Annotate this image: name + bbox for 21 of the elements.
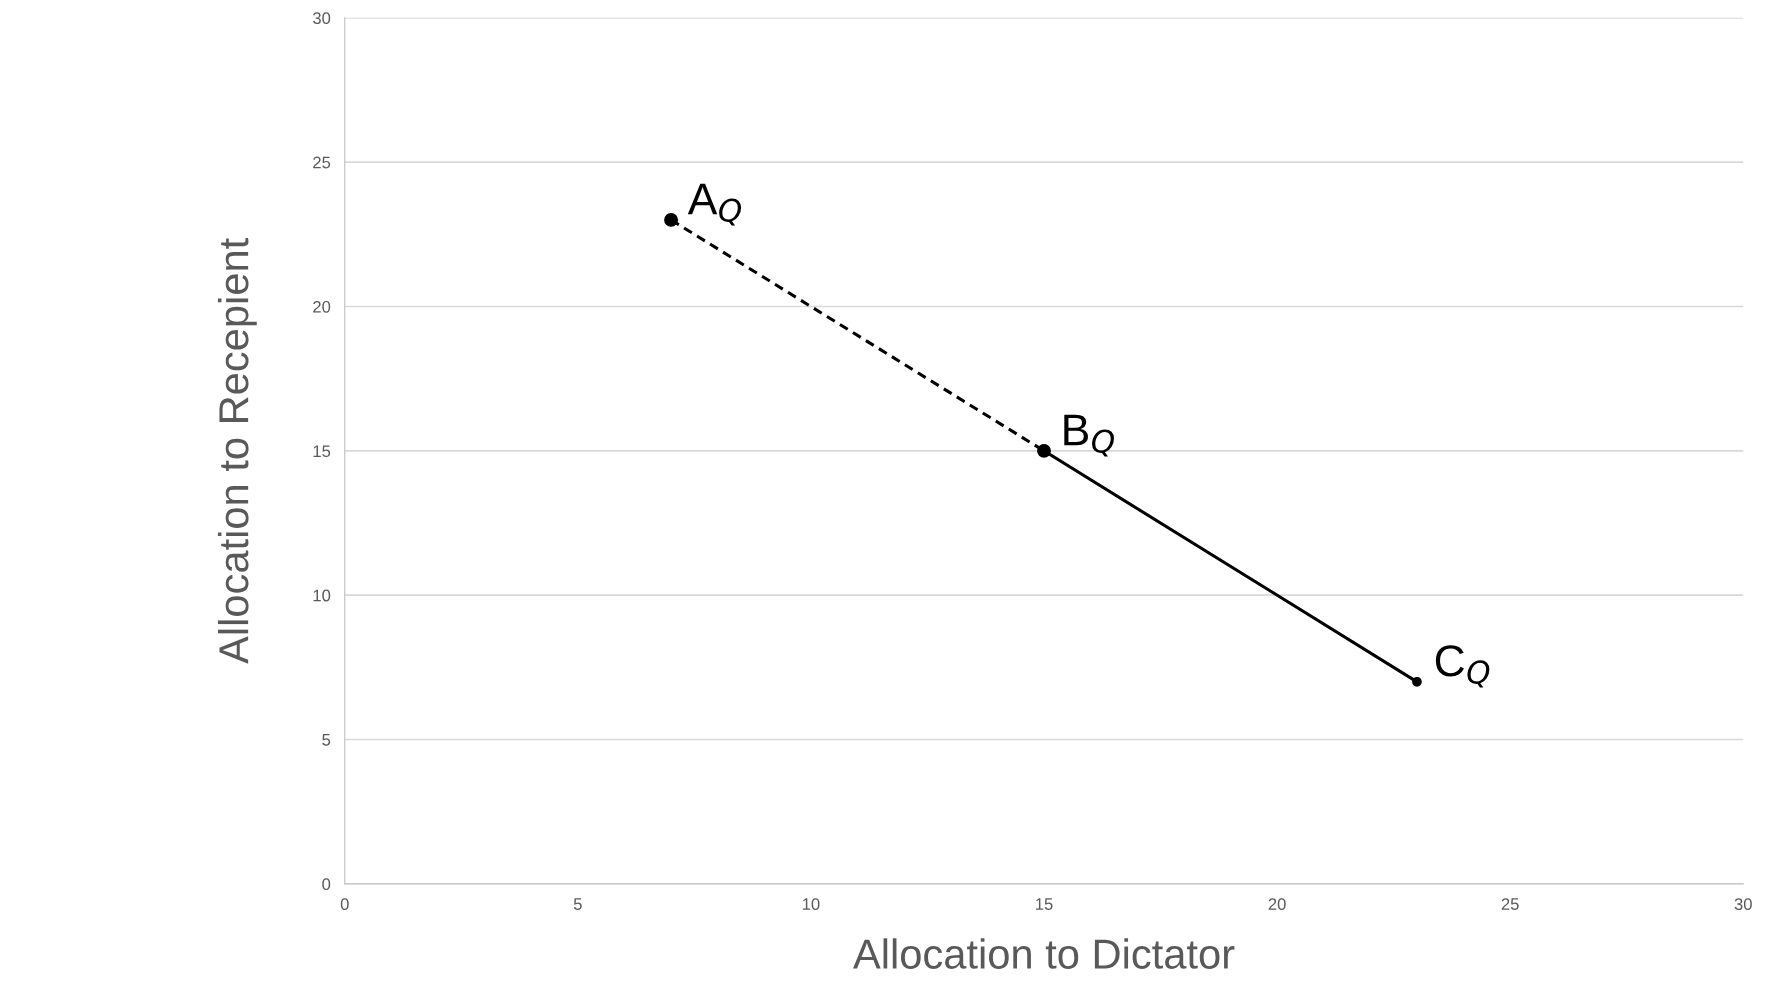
y-tick-label: 20 bbox=[313, 300, 331, 313]
annotation: A$_{Q}$ bbox=[687, 183, 742, 226]
y-tick-label: 30 bbox=[312, 12, 331, 25]
x-axis-title: Allocation to Dictator bbox=[853, 938, 1235, 969]
x-tick-label: 5 bbox=[573, 898, 582, 910]
annotation: B$_{Q}$ bbox=[1064, 414, 1114, 457]
point bbox=[1412, 676, 1422, 687]
x-tick-label: 0 bbox=[340, 898, 349, 910]
y-tick-label: 15 bbox=[313, 445, 331, 458]
y-tick-label: 10 bbox=[313, 589, 331, 602]
point bbox=[664, 212, 679, 227]
y-tick-label: 0 bbox=[322, 878, 331, 891]
y-axis-title: Allocation to Recepient bbox=[217, 238, 257, 664]
y-tick-label: 25 bbox=[313, 156, 331, 169]
annotation: C$_{Q}$ bbox=[1435, 645, 1490, 688]
x-tick-label: 10 bbox=[802, 898, 820, 910]
x-tick-label: 15 bbox=[1036, 898, 1053, 910]
x-tick-label: 30 bbox=[1734, 898, 1752, 910]
y-tick-label: 5 bbox=[322, 734, 331, 746]
x-tick-label: 25 bbox=[1501, 898, 1519, 910]
x-tick-label: 20 bbox=[1268, 898, 1286, 910]
